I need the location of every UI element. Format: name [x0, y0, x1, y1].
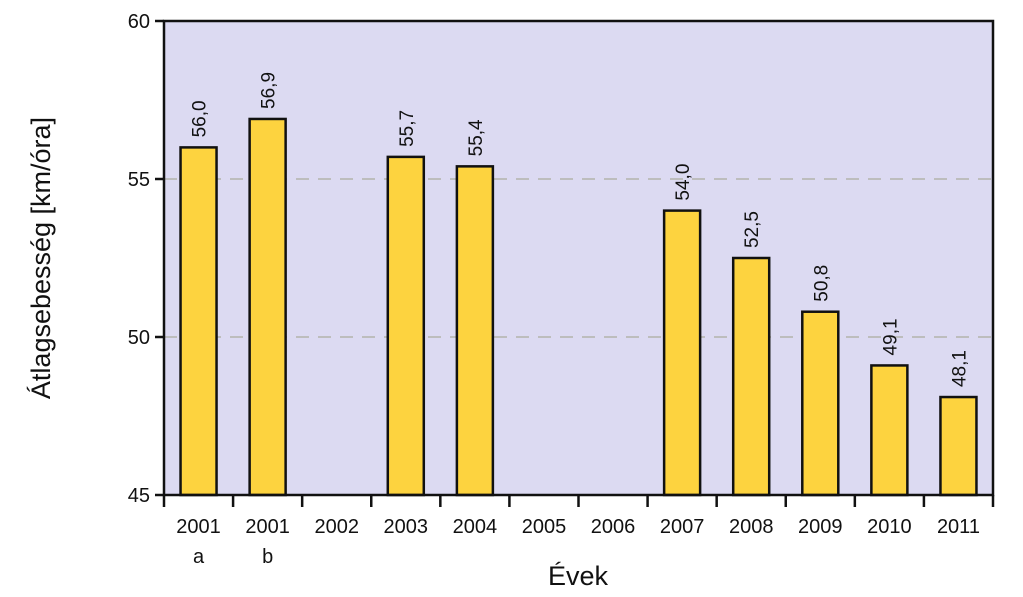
data-label: 48,1 [949, 350, 970, 387]
plot-area [164, 21, 993, 495]
y-tick-label: 50 [128, 327, 150, 349]
x-tick-label: 2002 [314, 516, 359, 538]
data-label: 54,0 [673, 164, 694, 201]
bar [455, 165, 495, 497]
y-axis-title: Átlagsebesség [km/óra] [26, 117, 56, 399]
x-tick-sublabel: b [262, 546, 273, 568]
bar [386, 155, 426, 497]
bar [179, 146, 218, 497]
bar [870, 364, 909, 497]
data-label: 50,8 [811, 265, 832, 302]
x-tick-label: 2003 [384, 516, 429, 538]
x-tick-label: 2007 [660, 516, 705, 538]
y-axis: 45 50 55 60 [128, 11, 164, 507]
bar [801, 310, 840, 497]
x-axis: 2001 a 2001 b 2002 2003 2004 2005 2006 2007 2008 20… [162, 495, 995, 568]
bar [662, 209, 702, 497]
bar [731, 256, 771, 497]
bar [248, 117, 287, 497]
data-label: 56,9 [259, 72, 280, 109]
y-tick-label: 55 [128, 169, 150, 191]
data-label: 49,1 [880, 318, 901, 355]
x-tick-label: 2009 [798, 516, 843, 538]
x-tick-label: 2011 [937, 516, 980, 538]
x-tick-label: 2001 [245, 516, 290, 538]
x-tick-label: 2008 [729, 516, 774, 538]
x-tick-label: 2004 [453, 516, 498, 538]
x-tick-label: 2006 [591, 516, 636, 538]
y-tick-label: 60 [128, 11, 150, 33]
data-label: 55,7 [397, 110, 418, 147]
data-label: 52,5 [742, 211, 763, 248]
data-label: 56,0 [190, 100, 211, 137]
x-tick-sublabel: a [193, 546, 205, 568]
gridlines [164, 178, 993, 338]
x-axis-title: Évek [548, 561, 609, 591]
data-label: 55,4 [466, 119, 487, 156]
bars: 56,0 56,9 55,7 55,4 54,0 52,5 50,8 49,1 48,1 [179, 72, 978, 497]
y-tick-label: 45 [128, 485, 150, 507]
x-tick-label: 2001 [176, 516, 221, 538]
x-tick-label: 2010 [867, 516, 912, 538]
x-tick-label: 2005 [522, 516, 567, 538]
bar [939, 395, 978, 497]
